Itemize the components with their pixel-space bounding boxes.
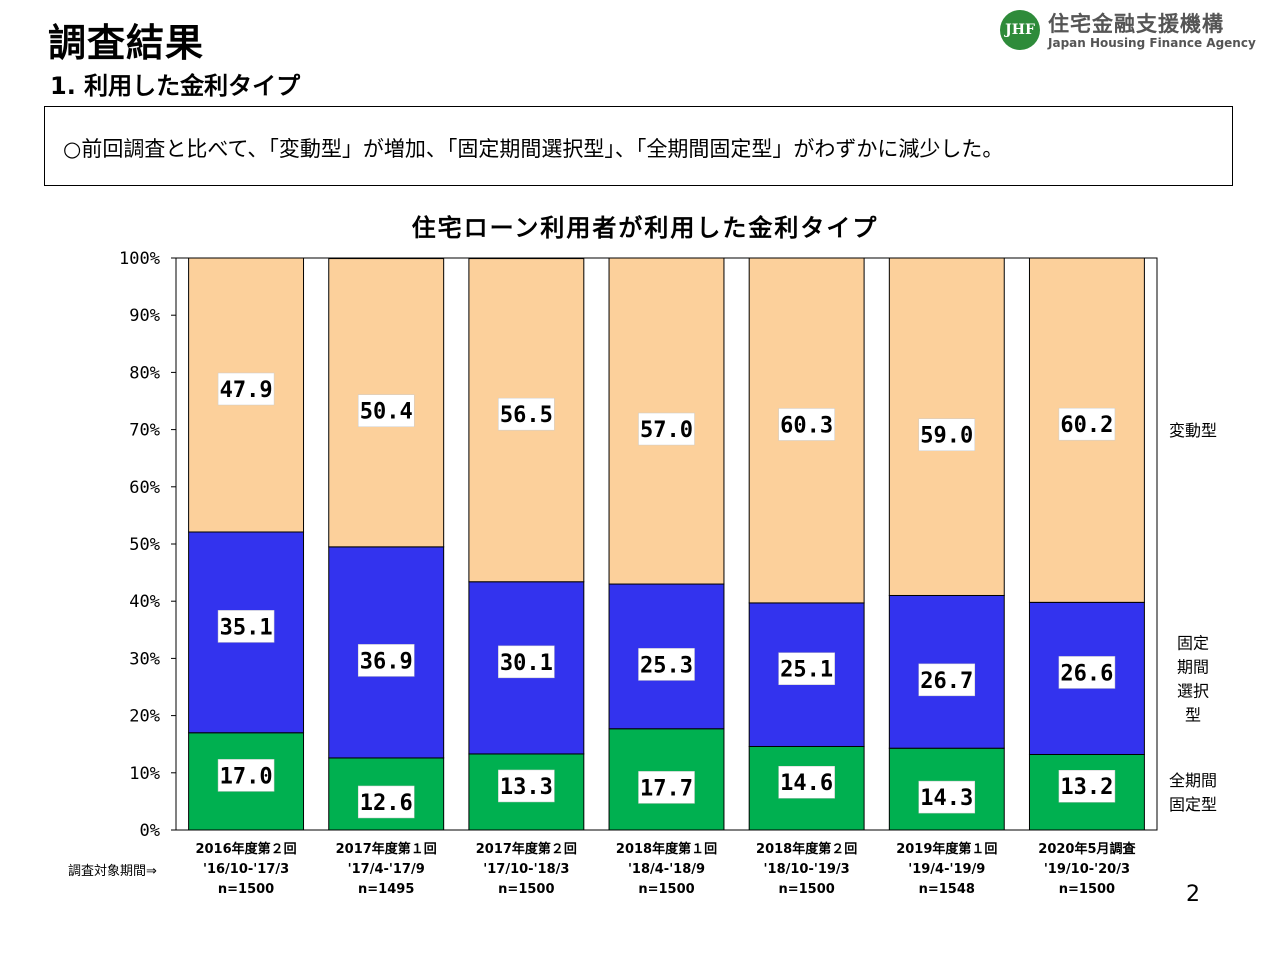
data-label-box — [498, 645, 555, 679]
x-category-n: n=1500 — [1059, 882, 1115, 897]
data-label-box — [778, 408, 835, 441]
summary-text: ○前回調査と比べて、「変動型」が増加、「固定期間選択型」、「全期間固定型」がわず… — [63, 137, 1004, 161]
legend-label: 変動型 — [1169, 421, 1217, 440]
data-label-box — [217, 372, 275, 406]
y-tick-label: 20% — [129, 707, 160, 727]
x-category-n: n=1500 — [498, 882, 554, 897]
data-label: 25.3 — [640, 653, 693, 678]
y-tick-label: 10% — [129, 764, 160, 784]
x-category-survey: 2019年度第１回 — [896, 841, 997, 857]
data-label: 14.3 — [920, 786, 973, 811]
data-label: 35.1 — [220, 615, 273, 640]
x-category-period: '17/4-'17/9 — [348, 862, 425, 877]
page-title: 調査結果 — [48, 21, 205, 65]
data-label-box — [638, 648, 695, 681]
data-label-box — [1058, 407, 1116, 441]
data-label-box — [498, 769, 555, 803]
data-label: 13.3 — [500, 775, 553, 800]
x-category-n: n=1495 — [358, 882, 414, 897]
data-label: 25.1 — [780, 658, 833, 683]
jhf-logo-icon: JHF — [1000, 10, 1040, 50]
legend-label-line: 全期間 — [1169, 771, 1217, 790]
data-label-box — [498, 397, 555, 431]
data-label-box — [357, 394, 415, 427]
x-category-survey: 2018年度第２回 — [756, 841, 857, 857]
x-category-period: '18/4-'18/9 — [628, 862, 705, 877]
logo-english: Japan Housing Finance Agency — [1048, 36, 1256, 50]
x-category-n: n=1500 — [638, 882, 694, 897]
data-label-box — [918, 418, 976, 451]
chart-title: 住宅ローン利用者が利用した金利タイプ — [411, 214, 879, 242]
x-category-period: '19/10-'20/3 — [1044, 862, 1130, 877]
legend-label: 全期間固定型 — [1169, 771, 1217, 814]
data-label-box — [217, 610, 275, 643]
data-label-box — [638, 771, 695, 804]
data-label: 50.4 — [360, 400, 413, 425]
data-label: 56.5 — [500, 403, 553, 428]
x-category-n: n=1500 — [218, 882, 274, 897]
legend-label-line: 選択 — [1177, 681, 1209, 700]
data-label: 36.9 — [360, 649, 413, 674]
y-tick-label: 80% — [129, 363, 160, 383]
legend-label-line: 固定型 — [1169, 795, 1217, 814]
data-label: 59.0 — [920, 424, 973, 449]
section-subtitle: 1. 利用した金利タイプ — [50, 72, 301, 100]
data-label-box — [638, 412, 695, 446]
data-label-box — [357, 644, 415, 677]
summary-box: ○前回調査と比べて、「変動型」が増加、「固定期間選択型」、「全期間固定型」がわず… — [44, 106, 1233, 186]
data-label-box — [1058, 769, 1116, 803]
y-tick-label: 70% — [129, 421, 160, 441]
legend-label: 固定期間選択型 — [1177, 633, 1209, 724]
legend-label-line: 型 — [1185, 705, 1201, 724]
jhf-logo: JHF 住宅金融支援機構 Japan Housing Finance Agenc… — [1000, 6, 1260, 54]
data-label-box — [357, 785, 415, 819]
x-category-n: n=1548 — [919, 882, 975, 897]
period-label: 調査対象期間⇒ — [68, 864, 157, 879]
x-category-period: '17/10-'18/3 — [483, 862, 569, 877]
y-tick-label: 100% — [119, 249, 160, 269]
x-category-n: n=1500 — [778, 882, 834, 897]
legend-label-line: 期間 — [1177, 657, 1209, 676]
y-tick-label: 60% — [129, 478, 160, 498]
y-tick-label: 50% — [129, 535, 160, 555]
data-label: 13.2 — [1060, 775, 1113, 800]
data-label: 57.0 — [640, 418, 693, 443]
data-label: 12.6 — [360, 791, 413, 816]
data-label: 26.7 — [920, 669, 973, 694]
data-label: 17.7 — [640, 776, 693, 801]
data-label-box — [778, 652, 835, 685]
x-category-period: '19/4-'19/9 — [908, 862, 985, 877]
data-label: 30.1 — [500, 651, 553, 676]
y-tick-label: 90% — [129, 306, 160, 326]
data-label: 47.9 — [220, 378, 273, 403]
y-tick-label: 0% — [140, 821, 160, 841]
data-label: 17.0 — [220, 764, 273, 789]
x-category-survey: 2018年度第１回 — [616, 841, 717, 857]
x-category-period: '18/10-'19/3 — [764, 862, 850, 877]
legend-label-line: 変動型 — [1169, 421, 1217, 440]
data-label: 60.2 — [1060, 413, 1113, 438]
x-category-survey: 2017年度第２回 — [476, 841, 577, 857]
y-tick-label: 30% — [129, 649, 160, 669]
data-label-box — [918, 663, 976, 697]
data-label-box — [1058, 656, 1116, 689]
logo-name: 住宅金融支援機構 — [1048, 12, 1224, 36]
data-label: 60.3 — [780, 413, 833, 438]
data-label: 26.6 — [1060, 661, 1113, 686]
x-category-survey: 2017年度第１回 — [336, 841, 437, 857]
y-tick-label: 40% — [129, 592, 160, 612]
data-label-box — [918, 780, 976, 814]
data-label-box — [217, 759, 275, 792]
legend-label-line: 固定 — [1177, 633, 1209, 652]
data-label-box — [778, 765, 835, 799]
x-category-period: '16/10-'17/3 — [203, 862, 289, 877]
page-number: 2 — [1186, 882, 1200, 907]
x-category-survey: 2016年度第２回 — [195, 841, 296, 857]
x-category-survey: 2020年5月調査 — [1038, 841, 1136, 857]
data-label: 14.6 — [780, 771, 833, 796]
